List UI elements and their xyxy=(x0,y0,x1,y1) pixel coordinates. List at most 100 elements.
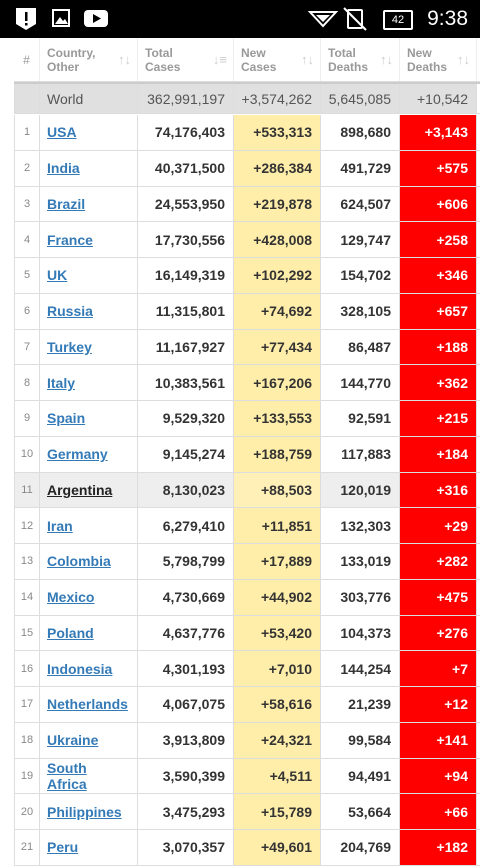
cell: +11,851 xyxy=(234,508,321,543)
status-icons xyxy=(16,7,367,31)
country-link[interactable]: Peru xyxy=(47,839,79,856)
cell: 120,019 xyxy=(321,472,400,508)
cell: +49,601 xyxy=(234,830,321,865)
cell: +29 xyxy=(400,508,477,543)
cell: 9,145,274 xyxy=(138,436,234,472)
cell: 74,176,403 xyxy=(138,115,234,150)
header-row: # Country, Other ↑↓ Total Cases ↓≡ New Cases ↑↓ To… xyxy=(14,38,480,82)
country-link[interactable]: Turkey xyxy=(47,338,92,355)
cell: +66 xyxy=(400,794,477,829)
cell: +44,902 xyxy=(234,579,321,615)
column-header[interactable]: New Cases ↑↓ xyxy=(234,38,321,81)
cell: 13 xyxy=(14,544,40,579)
cell: 3,590,399 xyxy=(138,758,234,794)
header-text: Total xyxy=(145,45,173,60)
cell: 5 xyxy=(14,258,40,293)
cell: South Africa xyxy=(40,758,138,794)
cell: +94 xyxy=(400,758,477,794)
cell: 898,680 xyxy=(321,115,400,150)
country-link[interactable]: Italy xyxy=(47,374,76,391)
table-row: 1 USA 74,176,403 +533,313 898,680 +3,143 xyxy=(14,115,480,151)
cell: +282 xyxy=(400,544,477,579)
country-link[interactable]: Ukraine xyxy=(47,732,99,749)
country-link[interactable]: India xyxy=(47,160,80,177)
country-link[interactable]: Spain xyxy=(47,410,86,427)
cell: +475 xyxy=(400,579,477,615)
cell: +219,878 xyxy=(234,186,321,222)
country-link[interactable]: Germany xyxy=(47,446,108,463)
cell: +17,889 xyxy=(234,544,321,579)
cell: 40,371,500 xyxy=(138,150,234,186)
header-text: New xyxy=(241,45,266,60)
table-row: 12 Iran 6,279,410 +11,851 132,303 +29 xyxy=(14,508,480,544)
cell: 12 xyxy=(14,508,40,543)
country-link[interactable]: Philippines xyxy=(47,803,122,820)
country-link[interactable]: Russia xyxy=(47,303,93,320)
cell: 5,645,085 xyxy=(321,84,400,113)
cell: 6 xyxy=(14,293,40,329)
country-link[interactable]: Netherlands xyxy=(47,696,128,713)
country-link[interactable]: South Africa xyxy=(47,759,87,792)
country-link[interactable]: Poland xyxy=(47,624,94,641)
cell: +346 xyxy=(400,258,477,293)
table-row: 15 Poland 4,637,776 +53,420 104,373 +276 xyxy=(14,615,480,652)
cell: UK xyxy=(40,258,138,293)
table-row: 18 Ukraine 3,913,809 +24,321 99,584 +141 xyxy=(14,722,480,759)
column-header[interactable]: Country, Other ↑↓ xyxy=(40,38,138,81)
cell: 14 xyxy=(14,579,40,615)
country-link[interactable]: France xyxy=(47,231,93,248)
country-link[interactable]: Colombia xyxy=(47,553,111,570)
country-link[interactable]: Brazil xyxy=(47,195,86,212)
table-row: 9 Spain 9,529,320 +133,553 92,591 +215 xyxy=(14,401,480,437)
cell: 328,105 xyxy=(321,293,400,329)
header-text: Deaths xyxy=(328,59,369,74)
sort-icon: ↑↓ xyxy=(118,52,131,67)
cell: +188,759 xyxy=(234,436,321,472)
cell: 144,770 xyxy=(321,365,400,400)
cell: 7 xyxy=(14,329,40,365)
cell: 21 xyxy=(14,830,40,865)
cell: 11,167,927 xyxy=(138,329,234,365)
header-text: Cases xyxy=(241,59,277,74)
cell: Russia xyxy=(40,293,138,329)
cell: 8 xyxy=(14,365,40,400)
column-header[interactable]: Total Cases ↓≡ xyxy=(138,38,234,81)
cell: 53,664 xyxy=(321,794,400,829)
cell: +141 xyxy=(400,722,477,758)
cell: +4,511 xyxy=(234,758,321,794)
cell: 17,730,556 xyxy=(138,222,234,257)
table-row: 4 France 17,730,556 +428,008 129,747 +258 xyxy=(14,222,480,258)
cell: 19 xyxy=(14,758,40,794)
country-link[interactable]: Mexico xyxy=(47,589,95,606)
country-link[interactable]: Iran xyxy=(47,517,73,534)
cell: Colombia xyxy=(40,544,138,579)
cell: 3,475,293 xyxy=(138,794,234,829)
cell: +167,206 xyxy=(234,365,321,400)
cell: +7 xyxy=(400,651,477,686)
table-row: 5 UK 16,149,319 +102,292 154,702 +346 xyxy=(14,258,480,294)
status-bar: 42 9:38 xyxy=(0,0,480,38)
column-header[interactable]: # xyxy=(14,38,40,81)
cell: Spain xyxy=(40,401,138,436)
table-row: 21 Peru 3,070,357 +49,601 204,769 +182 xyxy=(14,830,480,866)
table-row: 17 Netherlands 4,067,075 +58,616 21,239 +12 xyxy=(14,687,480,723)
country-link[interactable]: UK xyxy=(47,267,68,284)
cell: USA xyxy=(40,115,138,150)
cell: +74,692 xyxy=(234,293,321,329)
country-link[interactable]: USA xyxy=(47,124,77,141)
country-link[interactable]: Argentina xyxy=(47,481,113,498)
cell: 117,883 xyxy=(321,436,400,472)
cell: 362,991,197 xyxy=(138,84,234,113)
cell: 4,637,776 xyxy=(138,615,234,651)
column-header[interactable]: Total Deaths ↑↓ xyxy=(321,38,400,81)
cell: +215 xyxy=(400,401,477,436)
table-row: 20 Philippines 3,475,293 +15,789 53,664 +66 xyxy=(14,794,480,830)
cell: 4 xyxy=(14,222,40,257)
cell: 8,130,023 xyxy=(138,472,234,508)
table-row: 11 Argentina 8,130,023 +88,503 120,019 +316 xyxy=(14,472,480,509)
column-header[interactable]: New Deaths ↑↓ xyxy=(400,38,477,81)
cell: 303,776 xyxy=(321,579,400,615)
country-link[interactable]: Indonesia xyxy=(47,660,113,677)
cell: +102,292 xyxy=(234,258,321,293)
